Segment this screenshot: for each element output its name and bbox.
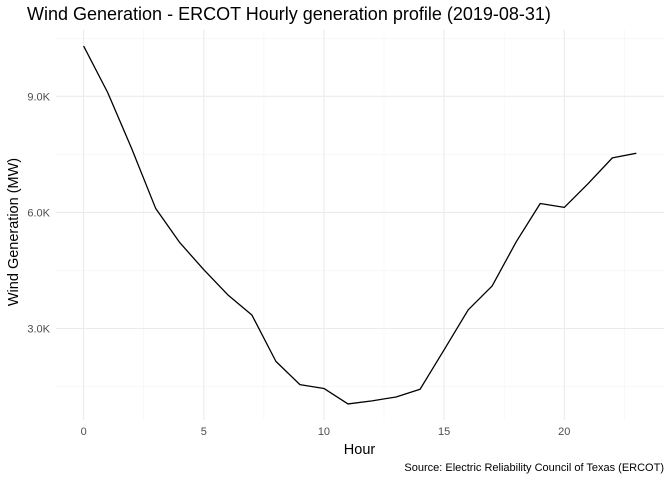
x-tick-label: 20 <box>558 426 570 438</box>
y-tick-label: 9.0K <box>27 91 50 103</box>
chart-title: Wind Generation - ERCOT Hourly generatio… <box>27 4 551 24</box>
x-tick-label: 5 <box>201 426 207 438</box>
x-tick-label: 15 <box>438 426 450 438</box>
x-tick-labels: 0 5 10 15 20 <box>81 426 571 438</box>
x-tick-label: 0 <box>81 426 87 438</box>
x-axis-title: Hour <box>344 442 376 458</box>
chart-caption: Source: Electric Reliability Council of … <box>404 462 664 474</box>
series-group <box>83 45 637 405</box>
x-tick-label: 10 <box>318 426 330 438</box>
y-tick-label: 6.0K <box>27 207 50 219</box>
y-axis-title: Wind Generation (MW) <box>6 158 22 306</box>
y-tick-label: 3.0K <box>27 323 50 335</box>
y-tick-labels: 3.0K 6.0K 9.0K <box>27 91 50 335</box>
grid <box>56 30 664 420</box>
series-line <box>83 45 637 405</box>
